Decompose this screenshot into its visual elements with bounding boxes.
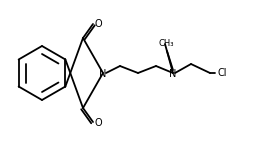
Text: O: O bbox=[94, 19, 102, 29]
Text: N: N bbox=[99, 69, 107, 79]
Text: O: O bbox=[94, 118, 102, 128]
Text: CH₃: CH₃ bbox=[158, 40, 174, 48]
Text: N: N bbox=[169, 69, 177, 79]
Text: Cl: Cl bbox=[217, 68, 227, 78]
